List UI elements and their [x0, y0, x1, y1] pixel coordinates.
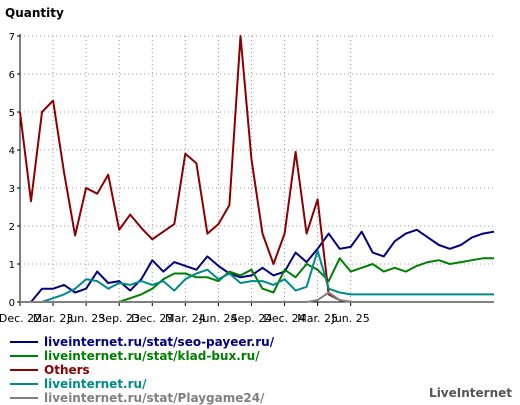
x-tick-label: Dec. 22	[0, 312, 41, 325]
y-tick-label: 3	[9, 184, 15, 195]
y-tick-label: 4	[9, 146, 15, 157]
chart-title: Quantity	[5, 6, 64, 20]
legend-label: liveinternet.ru/	[44, 377, 147, 391]
x-tick-label: Mar. 23	[33, 312, 74, 325]
legend: liveinternet.ru/stat/seo-payeer.ru/livei…	[4, 335, 274, 405]
x-tick-label: Dec. 24	[263, 312, 305, 325]
series-line-3	[20, 249, 494, 303]
legend-swatch	[10, 355, 38, 357]
y-tick-label: 0	[9, 298, 15, 309]
legend-item: liveinternet.ru/	[4, 377, 274, 391]
legend-swatch	[10, 383, 38, 385]
legend-label: liveinternet.ru/stat/klad-bux.ru/	[44, 349, 260, 363]
series-line-2	[19, 35, 494, 303]
series-line-0	[20, 228, 495, 303]
x-tick-label: Sep. 24	[231, 312, 273, 325]
y-tick-label: 1	[9, 260, 15, 271]
legend-label: liveinternet.ru/stat/Playgame24/	[44, 391, 265, 405]
legend-item: liveinternet.ru/stat/klad-bux.ru/	[4, 349, 274, 363]
x-tick-label: Dec. 23	[131, 312, 173, 325]
x-tick-label: Jun. 25	[331, 312, 370, 325]
legend-swatch	[10, 369, 38, 371]
y-tick-label: 6	[9, 70, 15, 81]
x-tick-label: Sep. 23	[98, 312, 140, 325]
x-tick-label: Mar. 25	[297, 312, 338, 325]
legend-item: liveinternet.ru/stat/Playgame24/	[4, 391, 274, 405]
series-line-4	[20, 291, 494, 303]
watermark: LiveInternet	[429, 386, 512, 400]
legend-swatch	[10, 397, 38, 399]
y-tick-label: 5	[9, 108, 15, 119]
x-tick-label: Jun. 23	[66, 312, 105, 325]
legend-item: Others	[4, 363, 274, 377]
legend-swatch	[10, 341, 38, 343]
y-tick-label: 2	[9, 222, 15, 233]
y-tick-label: 7	[9, 32, 15, 43]
x-tick-label: Mar. 24	[165, 312, 206, 325]
legend-item: liveinternet.ru/stat/seo-payeer.ru/	[4, 335, 274, 349]
legend-label: liveinternet.ru/stat/seo-payeer.ru/	[44, 335, 275, 349]
legend-label: Others	[44, 363, 90, 377]
x-tick-label: Jun. 24	[198, 312, 237, 325]
